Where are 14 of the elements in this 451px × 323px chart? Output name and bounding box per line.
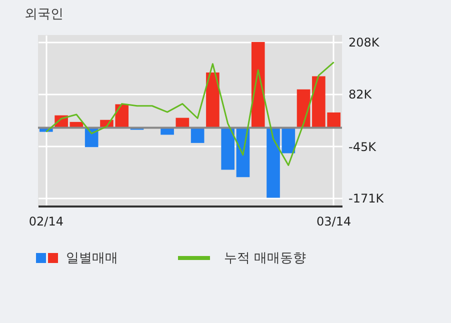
chart-title: 외국인 [24, 7, 64, 22]
bar [206, 72, 220, 128]
x-tick-label: 02/14 [28, 214, 64, 228]
line-series [45, 61, 335, 166]
bar [190, 128, 204, 143]
bar [251, 42, 265, 128]
y-tick-label: -45K [348, 140, 378, 154]
y-tick-label: 208K [348, 36, 380, 50]
y-tick-label: -171K [348, 192, 385, 206]
legend-label: 일별매매 [66, 250, 118, 267]
legend-label: 누적 매매동향 [224, 250, 306, 267]
y-tick-label: 82K [348, 87, 373, 102]
x-tick-label: 03/14 [316, 214, 352, 228]
bar [221, 128, 235, 170]
